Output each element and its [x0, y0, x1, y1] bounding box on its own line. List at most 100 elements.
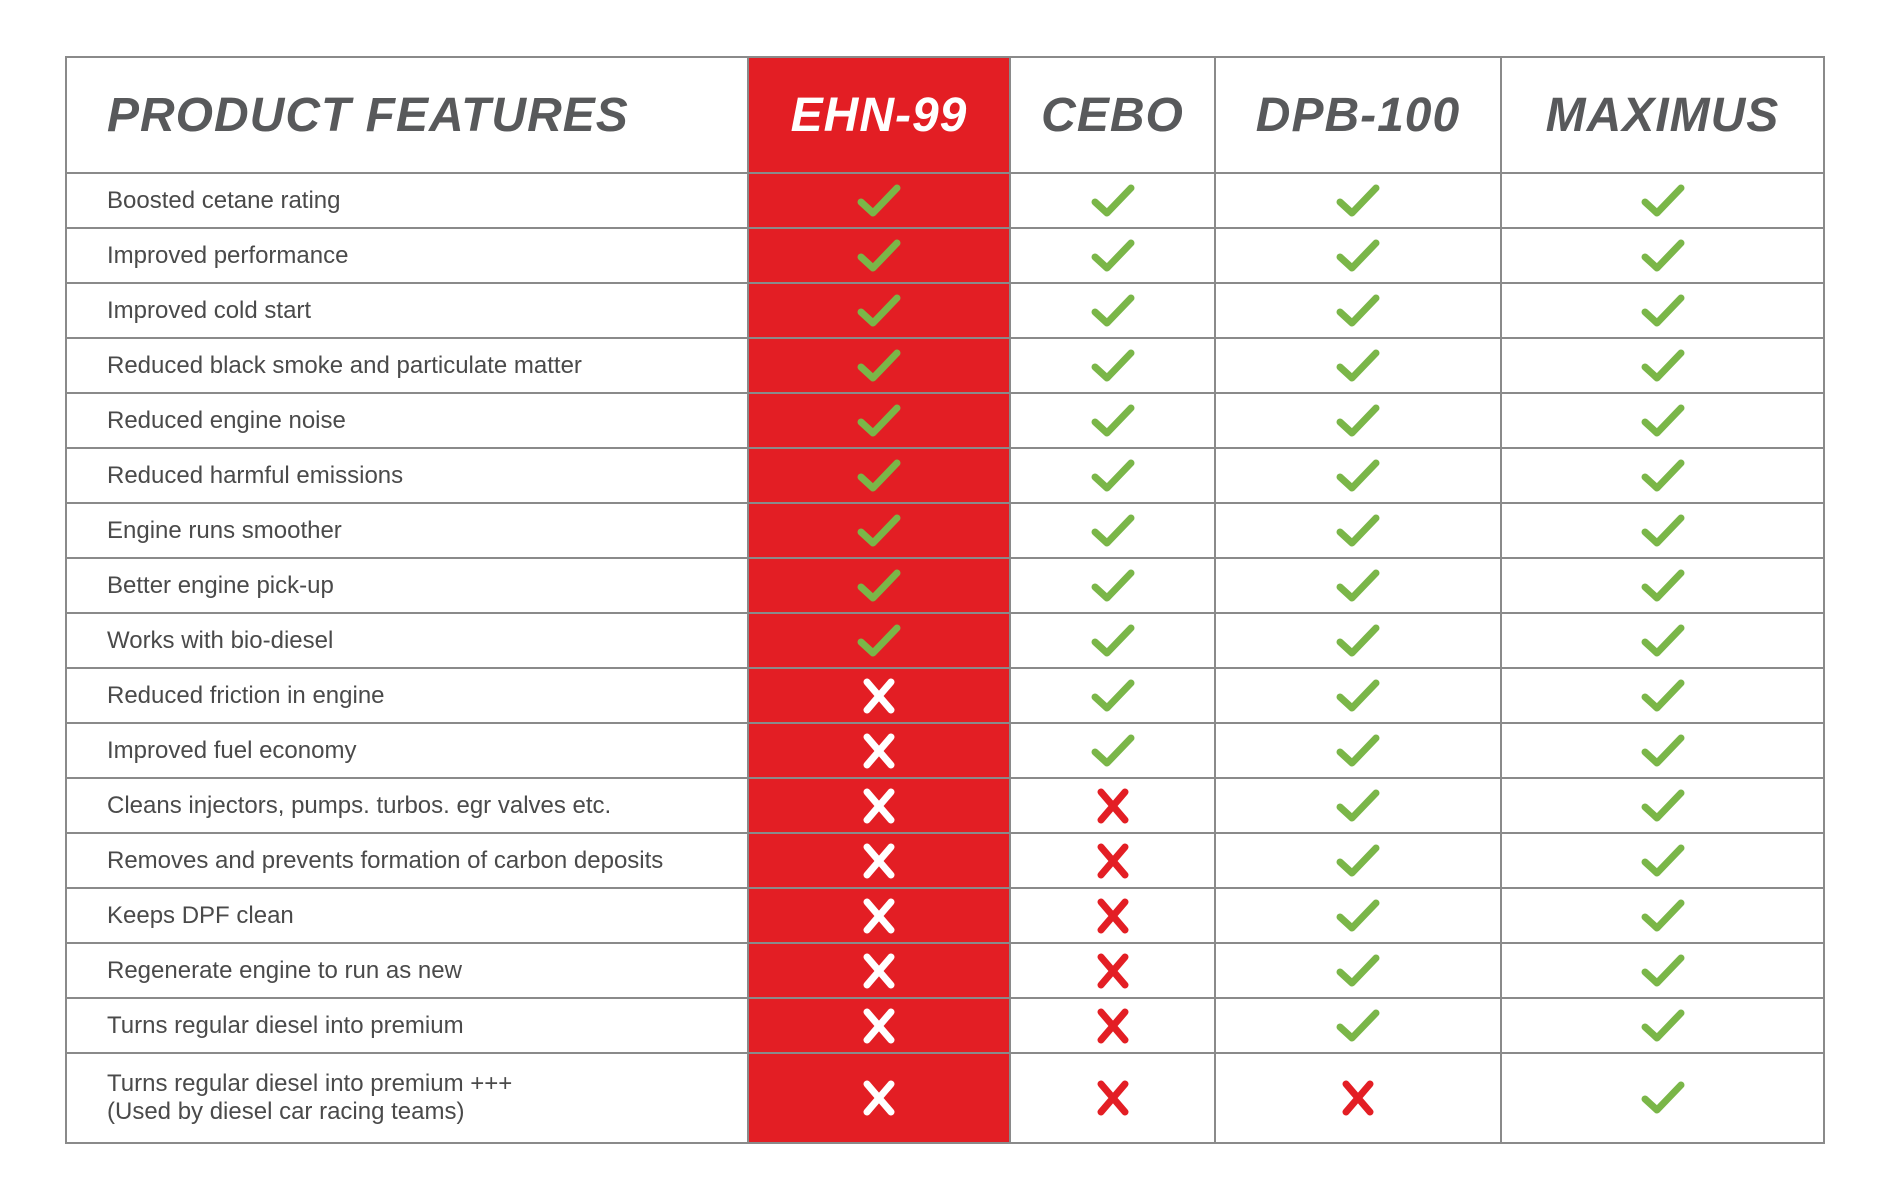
mark-cell-dpb-100: [1214, 282, 1502, 339]
cross-icon: [1091, 843, 1135, 879]
check-icon: [1091, 183, 1135, 219]
feature-label: Boosted cetane rating: [107, 186, 341, 214]
mark-cell-maximus: [1500, 502, 1825, 559]
mark-cell-ehn-99: [747, 227, 1011, 284]
mark-cell-ehn-99: [747, 997, 1011, 1054]
feature-label: Better engine pick-up: [107, 571, 334, 599]
check-icon: [857, 293, 901, 329]
mark-cell-dpb-100: [1214, 777, 1502, 834]
check-icon: [1091, 348, 1135, 384]
feature-cell: Improved cold start: [65, 282, 749, 339]
feature-cell: Works with bio-diesel: [65, 612, 749, 669]
mark-cell-dpb-100: [1214, 612, 1502, 669]
check-icon: [1641, 348, 1685, 384]
feature-label: Reduced harmful emissions: [107, 461, 404, 489]
mark-cell-maximus: [1500, 942, 1825, 999]
mark-cell-cebo: [1009, 557, 1216, 614]
mark-cell-cebo: [1009, 832, 1216, 889]
check-icon: [1336, 293, 1380, 329]
cross-icon: [857, 1080, 901, 1116]
mark-cell-ehn-99: [747, 1052, 1011, 1144]
mark-cell-maximus: [1500, 612, 1825, 669]
mark-cell-ehn-99: [747, 667, 1011, 724]
mark-cell-dpb-100: [1214, 502, 1502, 559]
table-row: Engine runs smoother: [65, 502, 1825, 559]
product-heading-ehn-99: EHN-99: [747, 56, 1011, 174]
mark-cell-cebo: [1009, 447, 1216, 504]
check-icon: [857, 458, 901, 494]
check-icon: [857, 513, 901, 549]
mark-cell-dpb-100: [1214, 722, 1502, 779]
mark-cell-ehn-99: [747, 832, 1011, 889]
mark-cell-maximus: [1500, 777, 1825, 834]
feature-label-line2: (Used by diesel car racing teams): [107, 1098, 465, 1125]
check-icon: [1091, 623, 1135, 659]
check-icon: [1641, 1008, 1685, 1044]
table-row: Reduced harmful emissions: [65, 447, 1825, 504]
check-icon: [1641, 898, 1685, 934]
feature-cell: Reduced friction in engine: [65, 667, 749, 724]
mark-cell-ehn-99: [747, 557, 1011, 614]
mark-cell-maximus: [1500, 172, 1825, 229]
table-row: Improved fuel economy: [65, 722, 1825, 779]
check-icon: [857, 568, 901, 604]
check-icon: [857, 183, 901, 219]
mark-cell-cebo: [1009, 612, 1216, 669]
mark-cell-maximus: [1500, 667, 1825, 724]
product-heading-maximus: MAXIMUS: [1500, 56, 1825, 174]
mark-cell-ehn-99: [747, 447, 1011, 504]
check-icon: [1091, 568, 1135, 604]
mark-cell-dpb-100: [1214, 942, 1502, 999]
check-icon: [1091, 733, 1135, 769]
check-icon: [1641, 678, 1685, 714]
mark-cell-maximus: [1500, 722, 1825, 779]
check-icon: [1091, 458, 1135, 494]
mark-cell-cebo: [1009, 172, 1216, 229]
mark-cell-maximus: [1500, 392, 1825, 449]
table-row: Improved cold start: [65, 282, 1825, 339]
feature-cell: Removes and prevents formation of carbon…: [65, 832, 749, 889]
mark-cell-dpb-100: [1214, 557, 1502, 614]
check-icon: [1336, 1008, 1380, 1044]
mark-cell-maximus: [1500, 1052, 1825, 1144]
cross-icon: [857, 1008, 901, 1044]
check-icon: [1091, 293, 1135, 329]
feature-label: Turns regular diesel into premium: [107, 1011, 464, 1039]
check-icon: [1336, 623, 1380, 659]
cross-icon: [1091, 1008, 1135, 1044]
check-icon: [1336, 238, 1380, 274]
mark-cell-cebo: [1009, 887, 1216, 944]
mark-cell-cebo: [1009, 1052, 1216, 1144]
check-icon: [1641, 293, 1685, 329]
feature-cell: Turns regular diesel into premium +++ (Us…: [65, 1052, 749, 1144]
feature-label: Improved fuel economy: [107, 736, 357, 764]
mark-cell-maximus: [1500, 337, 1825, 394]
table-row: Improved performance: [65, 227, 1825, 284]
cross-icon: [1091, 898, 1135, 934]
mark-cell-ehn-99: [747, 722, 1011, 779]
table-row: Turns regular diesel into premium +++ (Us…: [65, 1052, 1825, 1144]
cross-icon: [857, 733, 901, 769]
check-icon: [1091, 678, 1135, 714]
mark-cell-dpb-100: [1214, 447, 1502, 504]
mark-cell-cebo: [1009, 337, 1216, 394]
mark-cell-dpb-100: [1214, 667, 1502, 724]
feature-label: Reduced friction in engine: [107, 681, 385, 709]
cross-icon: [1091, 953, 1135, 989]
feature-label: Keeps DPF clean: [107, 901, 294, 929]
mark-cell-ehn-99: [747, 612, 1011, 669]
mark-cell-cebo: [1009, 282, 1216, 339]
check-icon: [1641, 403, 1685, 439]
table-row: Boosted cetane rating: [65, 172, 1825, 229]
check-icon: [857, 623, 901, 659]
check-icon: [1641, 953, 1685, 989]
feature-label: Turns regular diesel into premium +++: [107, 1070, 513, 1097]
feature-label: Engine runs smoother: [107, 516, 342, 544]
feature-label: Regenerate engine to run as new: [107, 956, 462, 984]
feature-label: Works with bio-diesel: [107, 626, 334, 654]
mark-cell-dpb-100: [1214, 887, 1502, 944]
feature-cell: Turns regular diesel into premium: [65, 997, 749, 1054]
check-icon: [1641, 623, 1685, 659]
header-row: PRODUCT FEATURES EHN-99 CEBO DPB-100 MAX…: [65, 56, 1825, 174]
check-icon: [1336, 953, 1380, 989]
